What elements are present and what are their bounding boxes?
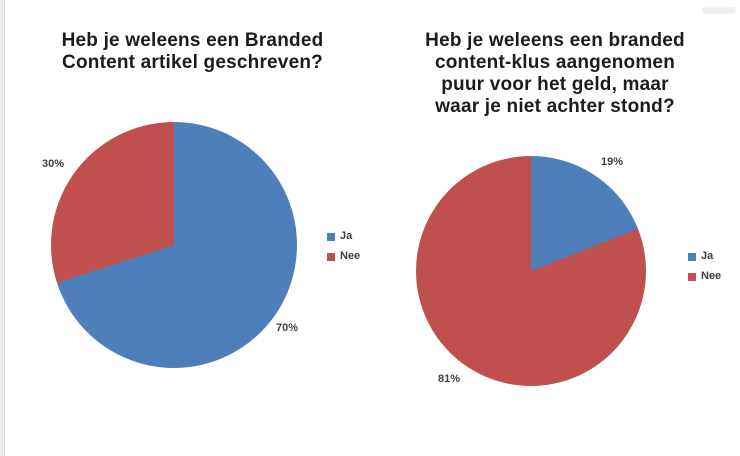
slice-label-ja: 70% [276,322,299,334]
chart-title-left: Heb je weleens een Branded Content artik… [20,30,365,74]
pie-chart-right: Heb je weleens een branded content-klus … [370,0,740,456]
slice-label-nee: 30% [42,158,65,170]
pie-right [416,156,646,386]
chart-title-line: Heb je weleens een branded [425,30,685,51]
slice-label-nee: 81% [438,373,461,385]
chart-title-line: content-klus aangenomen [434,52,676,73]
legend-swatch-ja [688,252,696,261]
chart-title-right: Heb je weleens een branded content-klus … [380,30,730,118]
legend-label-ja: Ja [340,230,353,242]
legend-label-nee: Nee [701,270,722,282]
legend-right: Ja Nee [688,251,721,291]
chart-title-line: puur voor het geld, maar [441,74,669,95]
pie-left [51,122,297,368]
legend-item-ja: Ja [327,231,360,242]
legend-swatch-nee [688,272,696,281]
chart-title-line: waar je niet achter stond? [435,96,675,117]
legend-label-nee: Nee [340,250,361,262]
page-edge-strip [0,0,5,456]
top-right-smudge [702,7,736,14]
chart-title-line: Heb je weleens een Branded [61,30,324,51]
slice-label-ja: 19% [601,156,624,168]
legend-label-ja: Ja [701,250,714,262]
legend-item-nee: Nee [327,251,360,262]
legend-swatch-nee [327,252,335,261]
legend-left: Ja Nee [327,231,360,271]
pie-chart-left: Heb je weleens een Branded Content artik… [20,30,365,368]
legend-item-ja: Ja [688,251,721,262]
chart-title-line: Content artikel geschreven? [62,52,323,73]
legend-swatch-ja [327,232,335,241]
legend-item-nee: Nee [688,271,721,282]
